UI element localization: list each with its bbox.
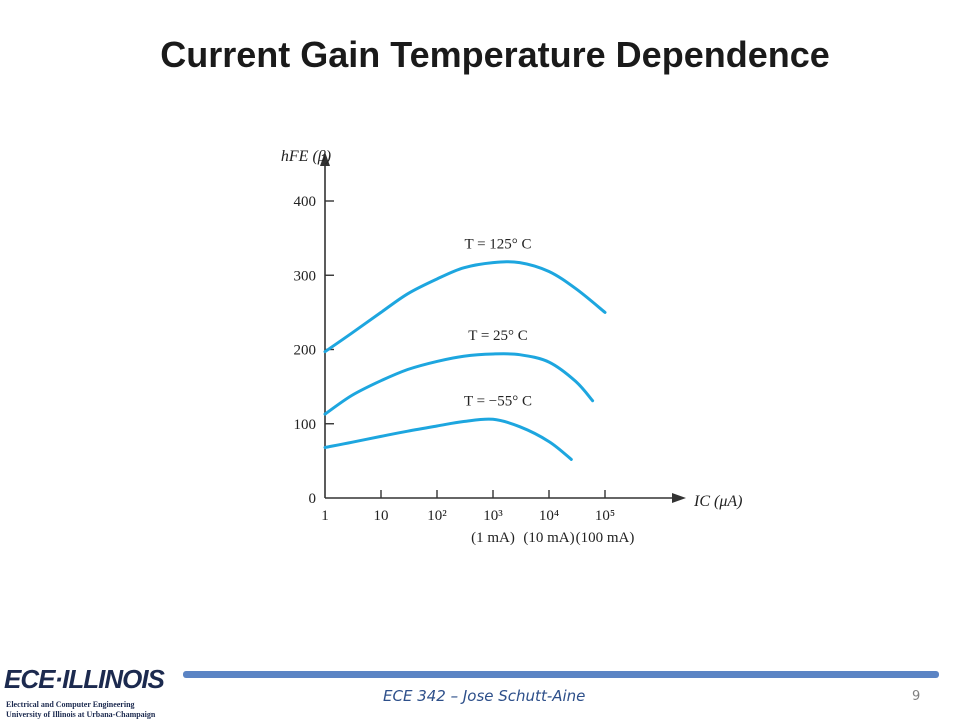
x-tick-label: 10³ bbox=[483, 508, 503, 524]
x-tick-label: 1 bbox=[321, 508, 329, 524]
y-tick-label: 100 bbox=[294, 417, 317, 433]
x-tick-label: 10 bbox=[374, 508, 389, 524]
footer-bar bbox=[183, 671, 939, 678]
y-tick-label: 0 bbox=[309, 491, 317, 507]
x-tick-label: 10⁵ bbox=[595, 508, 615, 524]
series-label-2: T = 25° C bbox=[468, 328, 528, 344]
logo-line-university: University of Illinois at Urbana-Champai… bbox=[6, 710, 156, 719]
x-tick-sublabel: (100 mA) bbox=[576, 530, 635, 546]
y-axis-arrow bbox=[320, 152, 330, 166]
x-axis-arrow bbox=[672, 493, 686, 503]
slide-title: Current Gain Temperature Dependence bbox=[160, 34, 830, 75]
series-line-3 bbox=[323, 417, 573, 461]
chart-series bbox=[323, 260, 607, 461]
chart-labels: 0 100 200 300 400 1 10 10² 10³ (1 mA) 10⁴ (10 mA) 10… bbox=[281, 148, 743, 546]
x-tick-label: 10² bbox=[427, 508, 447, 524]
series-label-3: T = −55° C bbox=[464, 393, 532, 409]
y-tick-label: 200 bbox=[294, 343, 317, 359]
series-line-1 bbox=[323, 260, 607, 354]
y-axis-title: hFE (β) bbox=[281, 148, 331, 165]
logo-line-department: Electrical and Computer Engineering bbox=[6, 700, 135, 709]
page-number: 9 bbox=[912, 689, 921, 704]
y-tick-label: 300 bbox=[294, 268, 317, 284]
series-label-1: T = 125° C bbox=[464, 237, 531, 253]
x-tick-sublabel: (10 mA) bbox=[523, 530, 574, 546]
ece-illinois-logo: ECE·ILLINOIS Electrical and Computer Eng… bbox=[4, 664, 182, 720]
footer-text: ECE 342 – Jose Schutt-Aine bbox=[383, 687, 586, 705]
x-tick-label: 10⁴ bbox=[539, 508, 559, 524]
x-tick-sublabel: (1 mA) bbox=[471, 530, 515, 546]
gain-chart: 0 100 200 300 400 1 10 10² 10³ (1 mA) 10⁴ (10 mA) 10… bbox=[281, 148, 743, 546]
chart-axes bbox=[320, 152, 686, 503]
y-tick-label: 400 bbox=[294, 194, 317, 210]
logo-brand: ECE·ILLINOIS bbox=[4, 664, 165, 694]
series-line-2 bbox=[323, 352, 595, 416]
x-axis-title: IC (μA) bbox=[693, 493, 742, 510]
